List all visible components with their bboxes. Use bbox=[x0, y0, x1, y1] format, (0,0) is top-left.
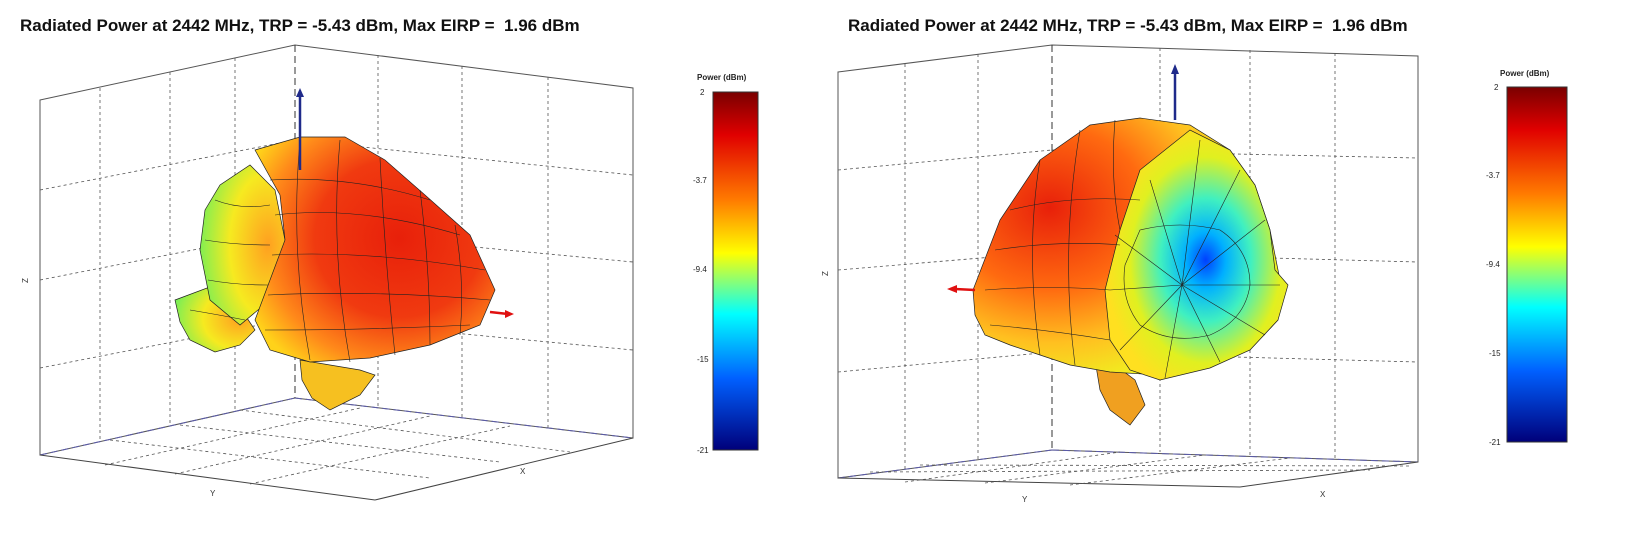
colorbar-tick: -15 bbox=[1489, 349, 1501, 358]
pattern-plot-1: Radiated Power at 2442 MHz, TRP = -5.43 … bbox=[0, 0, 810, 536]
plot-title: Radiated Power at 2442 MHz, TRP = -5.43 … bbox=[848, 16, 1408, 35]
z-axis-arrow bbox=[296, 88, 304, 170]
x-axis-arrow bbox=[489, 310, 514, 318]
x-axis-label: X bbox=[520, 467, 526, 476]
colorbar-title: Power (dBm) bbox=[697, 73, 747, 82]
y-axis-label: Y bbox=[210, 489, 216, 498]
colorbar-tick: -21 bbox=[697, 446, 709, 455]
z-axis-arrow bbox=[1171, 64, 1179, 120]
colorbar-tick: -15 bbox=[697, 355, 709, 364]
colorbar-tick: -9.4 bbox=[1486, 260, 1500, 269]
colorbar: Power (dBm) 2 -3.7 -9.4 -15 -21 bbox=[1486, 69, 1568, 447]
colorbar-title: Power (dBm) bbox=[1500, 69, 1550, 78]
y-axis-label: Y bbox=[1022, 495, 1028, 504]
colorbar-tick: -3.7 bbox=[693, 176, 707, 185]
plot-title: Radiated Power at 2442 MHz, TRP = -5.43 … bbox=[20, 16, 580, 35]
colorbar-tick: 2 bbox=[700, 88, 705, 97]
z-axis-label: Z bbox=[21, 278, 30, 283]
colorbar-tick: 2 bbox=[1494, 83, 1499, 92]
x-axis-arrow bbox=[947, 285, 976, 293]
radiation-pattern-surface bbox=[174, 136, 496, 411]
colorbar-tick: -21 bbox=[1489, 438, 1501, 447]
x-axis-label: X bbox=[1320, 490, 1326, 499]
z-axis-label: Z bbox=[821, 271, 830, 276]
pattern-plot-2: Radiated Power at 2442 MHz, TRP = -5.43 … bbox=[810, 0, 1629, 536]
colorbar-tick: -3.7 bbox=[1486, 171, 1500, 180]
radiation-pattern-surface bbox=[972, 117, 1289, 426]
colorbar: Power (dBm) 2 -3.7 -9.4 -15 -21 bbox=[693, 73, 759, 455]
colorbar-tick: -9.4 bbox=[693, 265, 707, 274]
plot-canvas: Z Y X Power (dBm) 2 -3.7 -9.4 -15 -21 bbox=[21, 44, 759, 501]
plot-canvas: Z Y X Power (dBm) 2 -3.7 -9.4 -15 -21 bbox=[821, 44, 1568, 504]
